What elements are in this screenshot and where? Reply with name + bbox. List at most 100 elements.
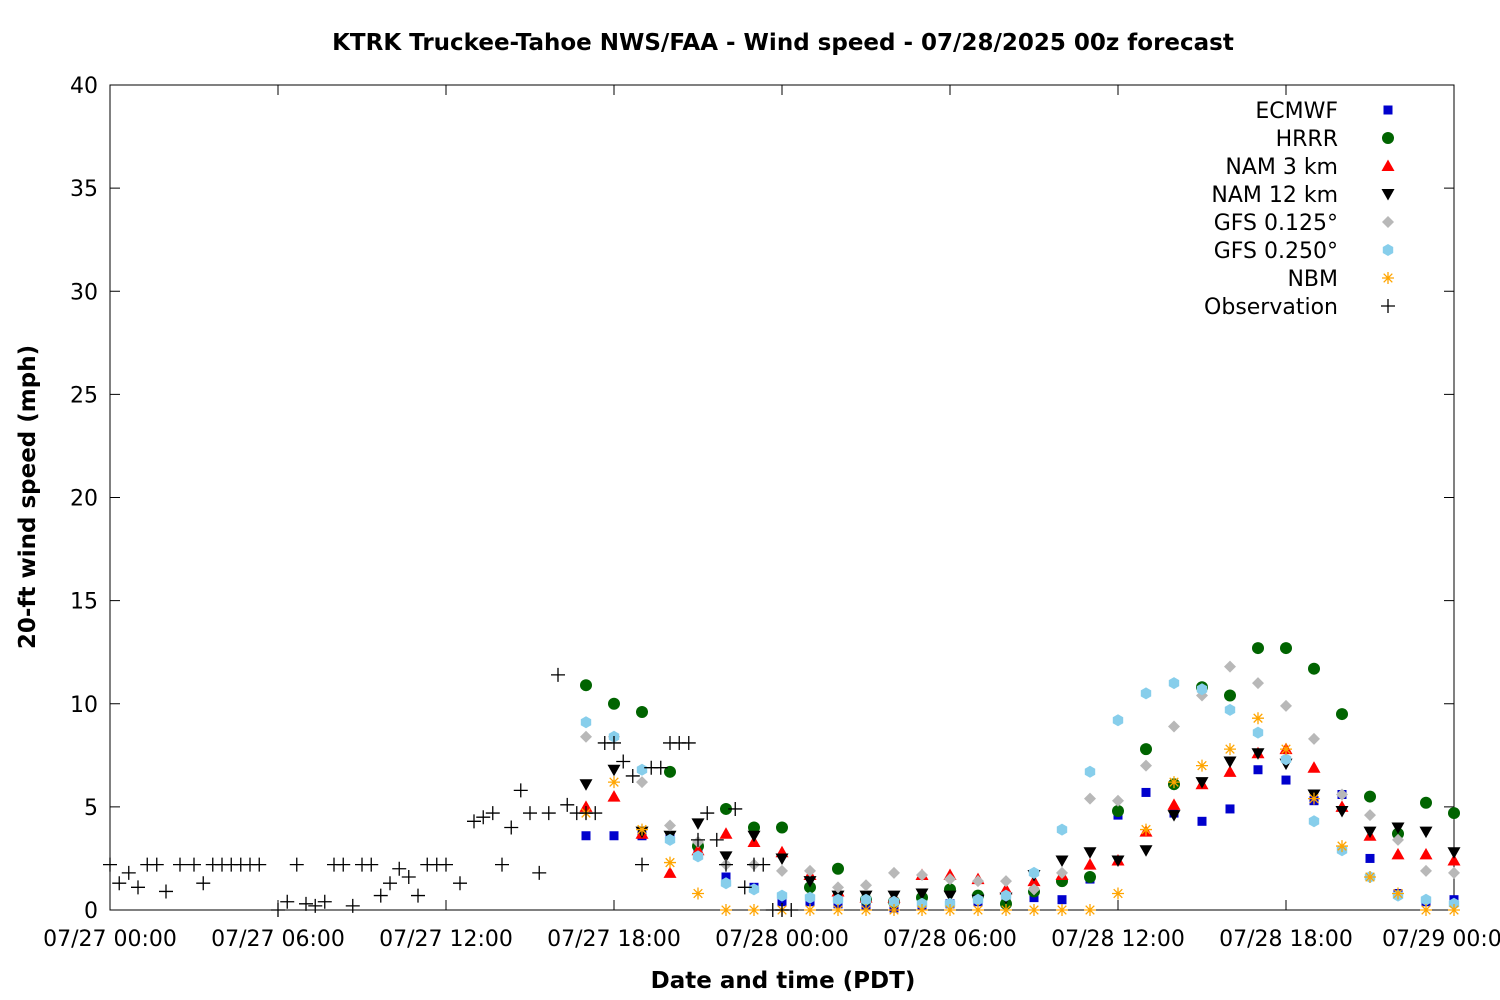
data-point xyxy=(608,776,620,789)
data-point xyxy=(1447,854,1461,866)
series-triangle-up xyxy=(579,742,1461,903)
data-point xyxy=(1000,889,1012,902)
data-point xyxy=(159,884,173,899)
data-point xyxy=(1307,761,1321,773)
data-point xyxy=(1252,712,1264,725)
data-point xyxy=(1140,759,1152,772)
legend-marker xyxy=(1382,216,1394,228)
data-point xyxy=(1140,743,1152,756)
data-point xyxy=(289,857,304,872)
legend-marker xyxy=(1381,299,1395,313)
data-point xyxy=(580,730,592,743)
data-point xyxy=(439,857,453,872)
data-point xyxy=(1448,866,1460,879)
data-point xyxy=(580,679,592,692)
data-point xyxy=(588,806,603,821)
data-point xyxy=(345,898,360,913)
data-point xyxy=(700,806,715,821)
data-point xyxy=(1195,777,1209,789)
data-point xyxy=(804,864,816,877)
data-point xyxy=(1029,893,1039,903)
data-point xyxy=(1167,798,1181,810)
data-point xyxy=(607,735,621,750)
data-point xyxy=(532,865,547,880)
data-point xyxy=(691,832,705,847)
legend-label: NBM xyxy=(1287,267,1338,292)
data-point xyxy=(719,857,733,872)
data-point xyxy=(1253,765,1263,775)
data-point xyxy=(149,857,164,872)
data-point xyxy=(607,790,621,802)
data-point xyxy=(607,764,621,777)
data-point xyxy=(1167,810,1181,822)
data-point xyxy=(196,876,211,891)
legend-marker xyxy=(1381,189,1395,201)
data-point xyxy=(1056,904,1068,916)
data-point xyxy=(720,904,732,916)
data-point xyxy=(551,667,565,682)
data-point xyxy=(392,861,407,876)
data-point xyxy=(1364,809,1376,822)
legend-label: ECMWF xyxy=(1255,99,1338,124)
data-point xyxy=(1084,765,1096,778)
data-point xyxy=(121,865,136,880)
data-point xyxy=(1000,875,1012,888)
data-point xyxy=(1083,858,1097,870)
data-point xyxy=(1364,871,1376,883)
series-asterisk xyxy=(580,712,1460,916)
legend-label: NAM 3 km xyxy=(1225,155,1338,180)
legend-marker xyxy=(1382,244,1394,256)
data-point xyxy=(373,888,388,903)
x-axis-label: Date and time (PDT) xyxy=(651,968,916,994)
data-point xyxy=(1419,847,1433,860)
data-point xyxy=(636,776,648,789)
data-point xyxy=(495,857,509,872)
data-point xyxy=(776,821,788,834)
x-tick-label: 07/29 00:00 xyxy=(1382,927,1500,952)
data-point xyxy=(1336,788,1348,801)
legend-label: Observation xyxy=(1204,295,1338,320)
data-point xyxy=(1308,662,1320,675)
data-point xyxy=(1111,855,1125,867)
data-point xyxy=(1280,642,1292,655)
data-point xyxy=(663,866,677,878)
data-point xyxy=(916,904,928,916)
data-point xyxy=(915,888,929,900)
data-point xyxy=(308,898,323,913)
data-point xyxy=(1000,904,1012,916)
data-point xyxy=(1448,904,1460,916)
data-point xyxy=(748,883,760,896)
y-tick-label: 25 xyxy=(70,383,98,408)
data-point xyxy=(485,806,500,821)
data-point xyxy=(1028,866,1040,879)
data-point xyxy=(580,716,592,729)
data-point xyxy=(692,887,704,900)
data-point xyxy=(832,862,844,875)
y-tick-label: 30 xyxy=(70,280,98,305)
data-point xyxy=(336,857,351,872)
chart-title: KTRK Truckee-Tahoe NWS/FAA - Wind speed … xyxy=(332,30,1234,56)
legend-label: GFS 0.250° xyxy=(1214,239,1338,264)
data-point xyxy=(1308,815,1320,828)
data-point xyxy=(1168,677,1180,690)
data-point xyxy=(1363,826,1377,839)
data-point xyxy=(1280,743,1292,756)
data-point xyxy=(1057,895,1067,905)
data-point xyxy=(271,903,285,917)
data-point xyxy=(467,814,481,829)
data-point xyxy=(1028,883,1040,896)
data-point xyxy=(364,857,379,872)
data-point xyxy=(513,783,528,798)
data-point xyxy=(1280,699,1292,712)
data-point xyxy=(803,876,817,888)
data-point xyxy=(860,904,872,916)
data-point xyxy=(112,876,127,891)
data-point xyxy=(1225,804,1235,814)
data-point xyxy=(1112,887,1124,900)
data-point xyxy=(784,903,799,917)
data-point xyxy=(832,893,844,906)
data-point xyxy=(719,827,733,839)
data-point xyxy=(1391,847,1405,860)
data-point xyxy=(777,897,787,907)
